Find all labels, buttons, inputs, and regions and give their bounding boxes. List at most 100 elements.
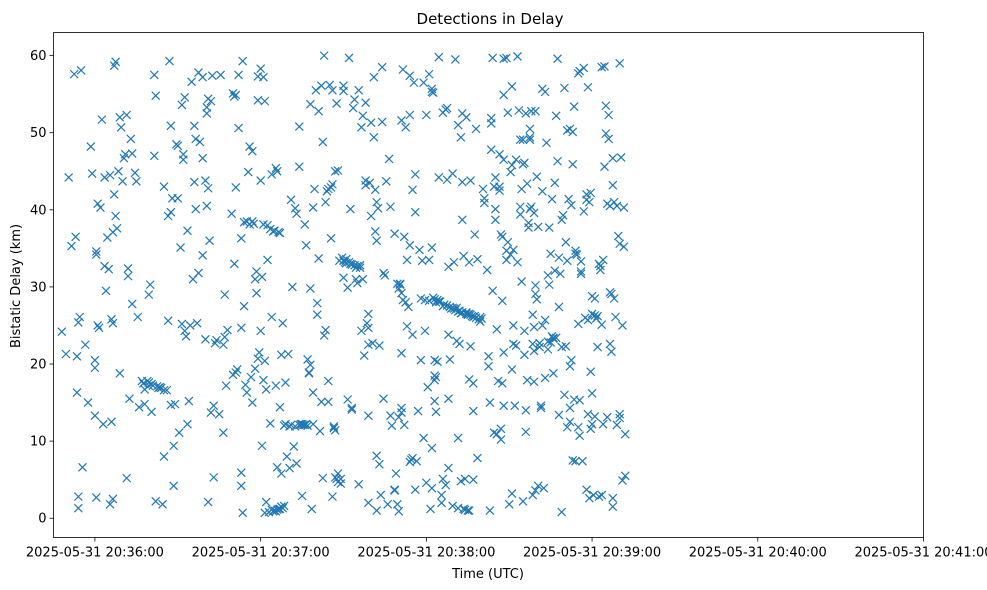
data-point-marker (528, 490, 538, 500)
data-point-marker (130, 168, 140, 178)
data-point-marker (484, 361, 493, 371)
data-point-marker (576, 257, 586, 266)
y-tick-label: 50 (30, 126, 47, 141)
data-point-marker (256, 176, 266, 185)
data-point-marker (166, 121, 176, 131)
data-point-marker (234, 70, 243, 80)
data-point-marker (478, 184, 488, 194)
data-point-marker (590, 412, 600, 421)
data-point-marker (466, 176, 475, 185)
data-point-marker (511, 155, 521, 165)
data-point-marker (444, 463, 453, 473)
data-point-marker (424, 255, 434, 265)
data-point-marker (397, 115, 406, 125)
data-point-marker (444, 330, 453, 340)
data-point-marker (294, 122, 304, 131)
data-point-marker (352, 261, 362, 271)
markers-layer (57, 51, 630, 518)
data-point-marker (100, 261, 110, 271)
data-point-marker (256, 64, 266, 74)
y-tick-label: 20 (30, 358, 47, 373)
data-point-marker (424, 69, 434, 79)
data-point-marker (397, 348, 406, 358)
data-point-marker (187, 77, 197, 87)
data-point-marker (287, 282, 297, 292)
data-point-marker (565, 403, 575, 413)
data-point-marker (568, 127, 578, 137)
data-point-marker (522, 375, 532, 385)
data-point-marker (234, 123, 243, 133)
data-point-marker (423, 382, 433, 392)
data-point-marker (165, 56, 174, 66)
data-point-marker (113, 166, 123, 176)
data-point-marker (352, 278, 362, 288)
data-point-marker (562, 256, 572, 266)
data-point-marker (305, 284, 315, 293)
data-point-marker (577, 456, 587, 466)
data-point-marker (519, 326, 529, 336)
data-point-marker (506, 167, 516, 177)
data-point-marker (390, 229, 400, 239)
data-point-marker (247, 398, 257, 408)
y-tick-label: 10 (30, 435, 47, 450)
data-point-marker (529, 322, 539, 332)
data-point-marker (531, 106, 540, 116)
data-point-marker (482, 265, 492, 275)
data-point-marker (321, 197, 330, 207)
data-point-marker (257, 272, 267, 282)
data-point-marker (69, 69, 79, 79)
data-point-marker (159, 385, 169, 395)
data-point-marker (410, 207, 420, 217)
data-point-marker (151, 91, 161, 101)
data-point-marker (380, 270, 390, 280)
data-point-marker (285, 463, 295, 473)
data-point-marker (207, 71, 217, 81)
data-point-marker (289, 442, 299, 451)
data-point-marker (508, 339, 518, 349)
data-point-marker (61, 349, 71, 359)
data-point-marker (432, 357, 442, 367)
data-point-marker (410, 485, 420, 495)
data-point-marker (526, 202, 536, 212)
data-point-marker (453, 120, 463, 130)
data-point-marker (330, 166, 340, 176)
data-point-marker (328, 85, 337, 95)
data-point-marker (419, 433, 429, 443)
data-point-marker (612, 420, 622, 430)
data-point-marker (286, 195, 296, 205)
data-point-marker (229, 259, 239, 269)
data-point-marker (532, 294, 542, 304)
data-point-marker (263, 255, 272, 265)
data-point-marker (430, 294, 440, 304)
data-point-marker (619, 242, 629, 252)
data-point-marker (354, 85, 364, 95)
data-point-marker (489, 428, 499, 438)
data-point-marker (615, 58, 625, 68)
data-point-marker (312, 310, 322, 320)
data-point-marker (212, 335, 221, 345)
data-point-marker (315, 426, 325, 436)
data-point-marker (445, 354, 455, 364)
data-point-marker (267, 169, 277, 179)
data-point-marker (486, 119, 496, 128)
data-point-marker (428, 88, 438, 98)
data-point-marker (372, 506, 382, 515)
data-point-marker (606, 289, 616, 299)
data-point-marker (301, 240, 311, 250)
data-point-marker (158, 499, 168, 509)
data-point-marker (91, 492, 101, 502)
data-point-marker (149, 151, 159, 161)
data-point-marker (593, 342, 603, 352)
data-point-marker (514, 105, 524, 115)
data-point-marker (601, 129, 611, 138)
data-point-marker (300, 220, 310, 229)
data-point-marker (354, 479, 364, 489)
data-point-marker (413, 406, 423, 416)
data-point-marker (542, 138, 551, 148)
data-point-marker (192, 318, 202, 328)
data-point-marker (468, 406, 478, 416)
data-point-marker (72, 388, 82, 397)
data-point-marker (260, 96, 270, 106)
data-point-marker (96, 203, 105, 212)
data-point-marker (448, 501, 458, 511)
